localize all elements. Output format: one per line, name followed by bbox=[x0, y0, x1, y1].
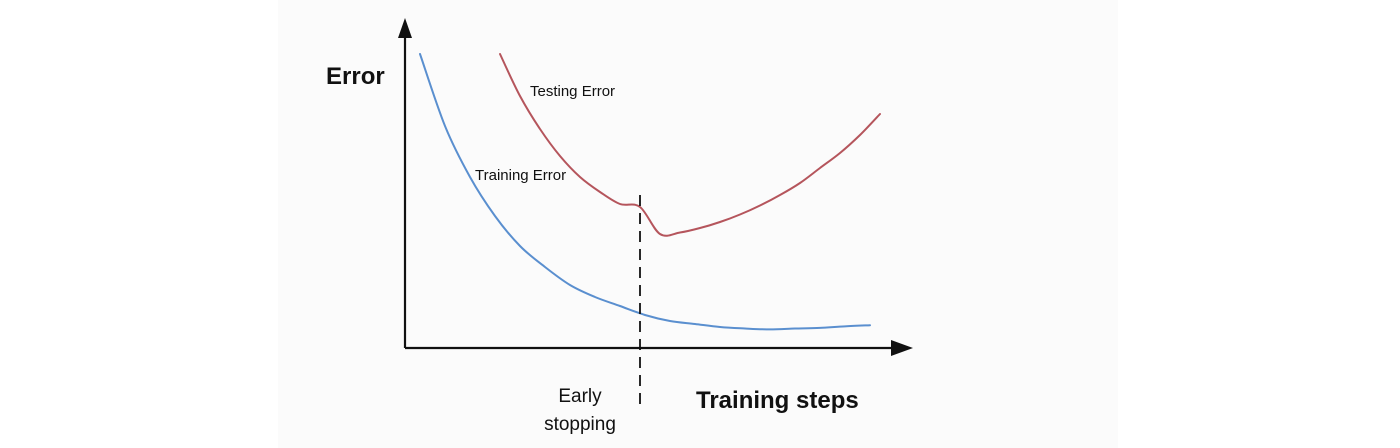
series-layer bbox=[419, 53, 881, 331]
y-axis-arrowhead bbox=[398, 18, 412, 38]
testing-error-annotation: Testing Error bbox=[530, 83, 615, 100]
early-stopping-label-line-1: Early bbox=[558, 386, 602, 407]
training-error-annotation: Training Error bbox=[475, 167, 566, 184]
training-error-line bbox=[419, 53, 871, 331]
y-axis-label: Error bbox=[326, 63, 385, 90]
early-stopping-label-line-2: stopping bbox=[544, 414, 616, 435]
testing-error-line bbox=[499, 53, 881, 237]
x-axis-arrowhead bbox=[891, 340, 913, 356]
axes bbox=[398, 18, 913, 356]
x-axis-label: Training steps bbox=[696, 387, 859, 414]
figure-panel bbox=[278, 0, 1118, 448]
